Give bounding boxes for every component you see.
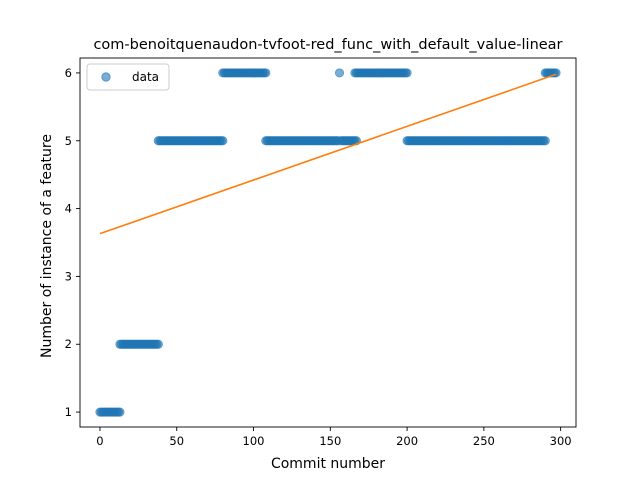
x-tick-label: 150 [319, 434, 341, 448]
legend-box [86, 63, 170, 91]
legend-label: data [132, 70, 159, 84]
legend-marker [101, 72, 111, 82]
legend: data [86, 63, 170, 91]
x-axis-label: Commit number [271, 456, 385, 472]
data-point [261, 68, 271, 78]
data-point [402, 68, 412, 78]
data-point [334, 68, 345, 78]
axes-frame [79, 57, 577, 428]
y-tick-label: 5 [65, 134, 72, 148]
trend-line [99, 73, 557, 235]
x-tick-label: 250 [473, 434, 495, 448]
y-axis-label: Number of instance of a feature [39, 134, 55, 358]
chart-title: com-benoitquenaudon-tvfoot-red_func_with… [93, 37, 562, 53]
x-tick-label: 0 [96, 434, 103, 448]
data-point [218, 136, 228, 146]
plot-marks [95, 68, 561, 417]
data-point [540, 136, 550, 146]
y-tick-label: 4 [65, 202, 72, 216]
x-tick-label: 200 [396, 434, 418, 448]
data-point [153, 339, 163, 349]
axes: 0 50 100 150 200 250 300 1 2 3 4 5 6 [65, 57, 577, 448]
y-tick-label: 2 [65, 337, 72, 351]
y-tick-label: 3 [65, 269, 72, 283]
x-tick-label: 300 [550, 434, 572, 448]
x-tick-label: 50 [169, 434, 184, 448]
y-tick-label: 6 [65, 66, 72, 80]
y-tick-label: 1 [65, 405, 72, 419]
x-tick-label: 100 [243, 434, 265, 448]
data-point [115, 407, 125, 417]
